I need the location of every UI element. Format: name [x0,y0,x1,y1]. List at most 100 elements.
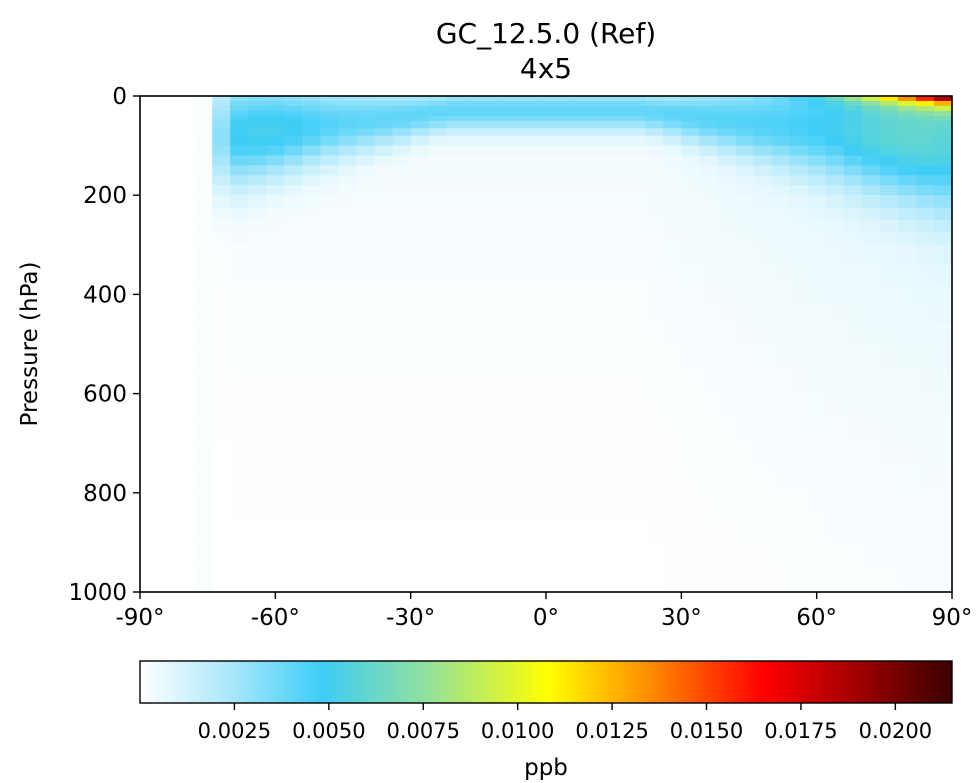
heatmap-cell [338,105,358,112]
heatmap-cell [591,393,610,419]
heatmap-cell [555,145,574,157]
heatmap-cell [699,344,719,370]
heatmap-cell [158,542,177,568]
heatmap-cell [518,567,538,592]
heatmap-cell [518,105,538,112]
heatmap-cell [591,185,610,196]
heatmap-cell [266,207,285,221]
heatmap-cell [230,155,249,167]
heatmap-cell [410,344,430,370]
heatmap-cell [933,344,952,370]
heatmap-cell [825,155,845,167]
heatmap-cell [807,195,827,209]
heatmap-cell [627,128,646,137]
heatmap-cell [518,284,538,305]
heatmap-cell [536,105,556,112]
heatmap-cell [825,105,845,112]
heatmap-cell [789,468,809,494]
heatmap-cell [176,324,195,345]
heatmap-cell [284,100,303,107]
heatmap-cell [915,145,935,157]
heatmap-cell [645,324,664,345]
heatmap-cell [482,344,502,370]
heatmap-cell [338,175,358,186]
heatmap-cell [194,128,213,137]
heatmap-cell [428,304,448,325]
heatmap-cell [374,96,394,102]
heatmap-cell [555,175,574,186]
heatmap-cell [699,120,719,129]
heatmap-cell [735,155,755,167]
heatmap-cell [843,344,863,370]
heatmap-cell [374,155,394,167]
heatmap-cell [194,207,213,221]
heatmap-cell [482,135,502,147]
heatmap-cell [140,344,159,370]
heatmap-cell [915,264,935,286]
heatmap-cell [356,100,376,107]
heatmap-cell [536,244,556,266]
heatmap-cell [536,120,556,129]
heatmap-cell [320,418,340,444]
heatmap-cell [861,165,881,176]
heatmap-cell [753,344,773,370]
heatmap-cell [284,195,303,209]
heatmap-cell [861,155,881,167]
heatmap-cell [230,344,249,370]
heatmap-cell [933,110,952,117]
heatmap-cell [158,135,177,147]
heatmap-cell [158,145,177,157]
heatmap-cell [555,324,574,345]
heatmap-cell [500,145,520,157]
heatmap-cell [248,567,267,592]
heatmap-cell [897,115,917,122]
heatmap-cell [879,105,899,112]
heatmap-cell [645,468,664,494]
heatmap-cell [591,145,610,157]
heatmap-cell [573,100,592,107]
heatmap-cell [627,244,646,266]
heatmap-cell [933,120,952,129]
heatmap-cell [284,567,303,592]
heatmap-cell [861,96,881,102]
heatmap-cell [609,324,628,345]
heatmap-cell [266,110,285,117]
heatmap-cell [482,244,502,266]
heatmap-cell [428,207,448,221]
heatmap-cell [681,175,700,186]
heatmap-cell [392,393,412,419]
heatmap-cell [302,244,322,266]
heatmap-cell [140,115,159,122]
heatmap-cell [392,344,412,370]
heatmap-cell [789,232,809,246]
heatmap-cell [374,443,394,469]
heatmap-cell [302,96,322,102]
heatmap-cell [320,96,340,102]
heatmap-cell [681,120,700,129]
heatmap-cell [500,195,520,209]
heatmap-cell [843,542,863,568]
heatmap-cell [789,155,809,167]
heatmap-cell [753,110,773,117]
heatmap-cell [825,100,845,107]
heatmap-cell [518,115,538,122]
heatmap-cell [176,120,195,129]
heatmap-cell [771,264,791,286]
heatmap-cell [897,175,917,186]
heatmap-cell [194,284,213,305]
heatmap-cell [338,418,358,444]
heatmap-cell [482,96,502,102]
heatmap-cell [464,165,484,176]
heatmap-cell [482,175,502,186]
heatmap-cell [789,393,809,419]
heatmap-cell [302,155,322,167]
heatmap-cell [464,304,484,325]
heatmap-cell [410,175,430,186]
heatmap-cell [320,368,340,395]
heatmap-cell [392,567,412,592]
heatmap-cell [518,110,538,117]
heatmap-cell [681,145,700,157]
heatmap-cell [392,120,412,129]
heatmap-cell [933,155,952,167]
heatmap-cell [302,393,322,419]
